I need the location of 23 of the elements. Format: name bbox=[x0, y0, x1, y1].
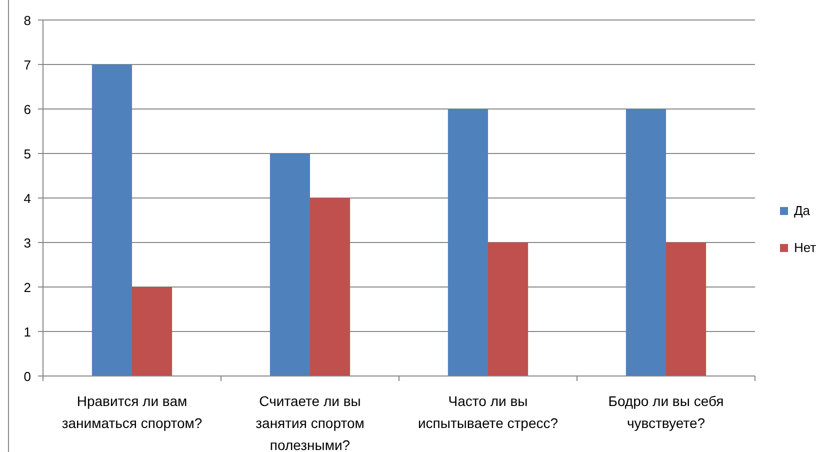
x-tick-label: Нравится ли вам заниматься спортом? bbox=[62, 393, 202, 431]
y-tick-label: 7 bbox=[24, 58, 31, 72]
y-tick-label: 2 bbox=[24, 280, 31, 295]
bar bbox=[488, 242, 528, 376]
bar bbox=[310, 198, 350, 376]
y-tick-label: 4 bbox=[24, 191, 31, 206]
x-tick-label: Бодро ли вы себя чувствуете? bbox=[608, 393, 724, 431]
bar bbox=[270, 154, 310, 376]
y-tick-label: 8 bbox=[24, 13, 31, 28]
bar bbox=[448, 109, 488, 376]
bar bbox=[666, 242, 706, 376]
x-tick-label: Часто ли вы испытываете стресс? bbox=[418, 393, 558, 431]
y-tick-label: 5 bbox=[24, 146, 31, 162]
bar bbox=[92, 64, 132, 376]
legend-label: Нет bbox=[794, 240, 816, 255]
bar bbox=[132, 287, 172, 376]
bar bbox=[626, 109, 666, 376]
y-tick-label: 3 bbox=[24, 236, 31, 250]
y-tick-label: 0 bbox=[24, 369, 31, 384]
legend-label: Да bbox=[794, 203, 811, 218]
y-tick-label: 1 bbox=[24, 324, 31, 340]
x-tick-label: Считаете ли вы занятия спортом полезными? bbox=[256, 393, 364, 452]
y-tick-label: 6 bbox=[24, 102, 31, 117]
